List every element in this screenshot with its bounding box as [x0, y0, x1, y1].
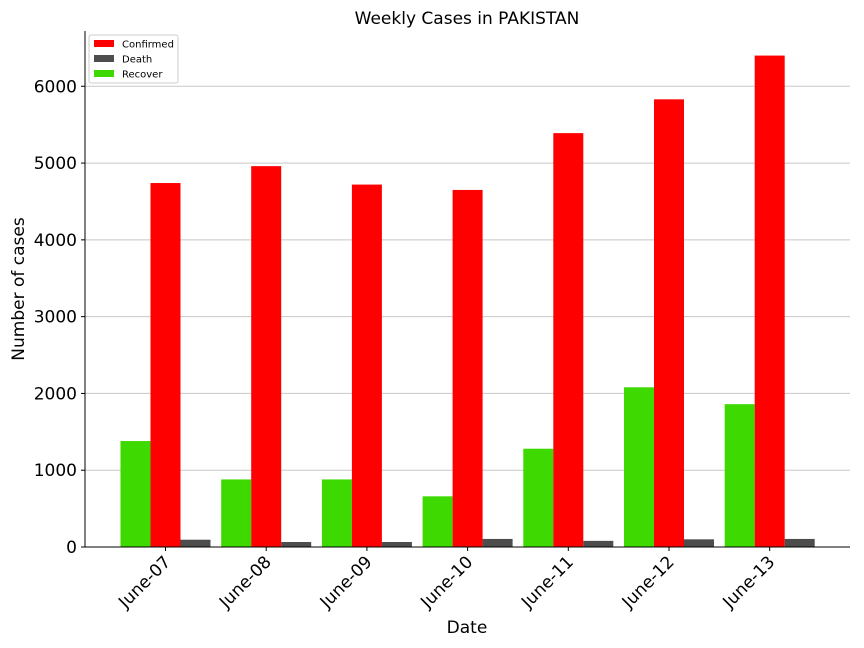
bar-death-june-12: [684, 539, 714, 547]
bar-recover-june-11: [523, 448, 554, 547]
x-ticks: June-07 June-08 June-09 June-10 June-11 June-…: [114, 547, 779, 613]
bar-death-june-08: [281, 542, 312, 547]
bar-recover-june-08: [221, 479, 252, 547]
y-tick-label: 0: [66, 538, 77, 558]
y-tick-label: 3000: [34, 308, 77, 328]
chart-title: Weekly Cases in PAKISTAN: [355, 9, 580, 29]
bar-recover-june-13: [724, 404, 755, 547]
x-tick-label: June-10: [416, 552, 477, 613]
legend-swatch-recover: [94, 70, 114, 77]
y-tick-label: 2000: [34, 384, 77, 404]
bar-death-june-11: [583, 540, 614, 547]
y-tick-label: 5000: [34, 154, 77, 174]
x-tick-label: June-09: [316, 552, 377, 613]
y-tick-label: 6000: [34, 77, 77, 97]
legend: Confirmed Death Recover: [88, 34, 179, 84]
bar-confirmed-june-09: [351, 184, 382, 548]
bar-recover-june-07: [120, 441, 151, 547]
bar-confirmed-june-07: [150, 183, 181, 548]
bar-confirmed-june-10: [452, 189, 483, 548]
bars: [120, 55, 815, 548]
bar-recover-june-12: [624, 387, 654, 547]
bar-death-june-10: [482, 538, 513, 547]
x-tick-label: June-11: [517, 552, 578, 613]
y-axis-label: Number of cases: [9, 217, 29, 361]
bar-death-june-07: [180, 539, 211, 547]
legend-label-death: Death: [122, 55, 152, 66]
y-tick-label: 4000: [34, 231, 77, 251]
x-tick-label: June-07: [114, 552, 175, 613]
x-axis-label: Date: [447, 618, 488, 638]
bar-confirmed-june-13: [754, 55, 785, 547]
bar-confirmed-june-08: [251, 166, 282, 547]
y-tick-label: 1000: [34, 461, 77, 481]
x-tick-label: June-12: [618, 552, 679, 613]
bar-death-june-13: [784, 538, 815, 547]
x-tick-label: June-13: [719, 552, 780, 613]
legend-swatch-death: [94, 55, 114, 62]
bar-recover-june-09: [321, 479, 352, 547]
legend-swatch-confirmed: [94, 40, 114, 47]
bar-death-june-09: [381, 542, 412, 547]
y-ticks: 0 1000 2000 3000 4000 5000 6000: [34, 77, 85, 558]
bar-confirmed-june-11: [553, 133, 584, 547]
legend-label-recover: Recover: [122, 70, 163, 81]
x-tick-label: June-08: [215, 552, 276, 613]
bar-recover-june-10: [422, 496, 453, 547]
legend-label-confirmed: Confirmed: [122, 40, 174, 51]
bar-confirmed-june-12: [654, 99, 684, 547]
